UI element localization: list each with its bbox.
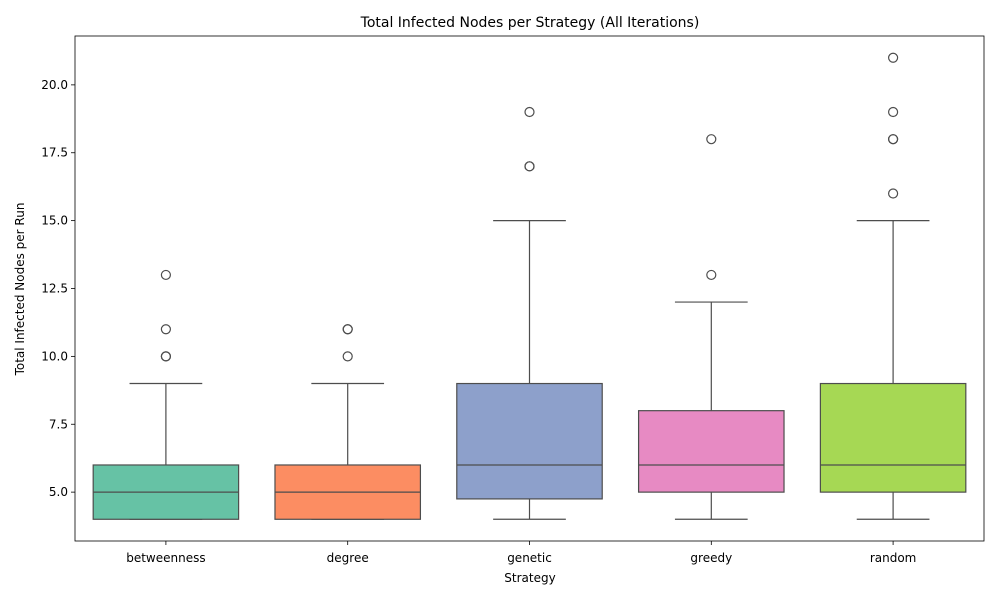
outlier-point xyxy=(887,134,899,145)
x-tick-label: betweenness xyxy=(126,551,205,565)
outlier-point xyxy=(342,351,353,362)
outlier-point xyxy=(160,351,171,362)
x-tick-label: degree xyxy=(327,551,369,565)
x-axis: betweenness degree genetic greedy random xyxy=(126,541,916,565)
outlier-point xyxy=(160,324,171,335)
outlier-point xyxy=(887,188,899,199)
y-axis: 5.0 7.5 10.0 12.5 15.0 17.5 20.0 xyxy=(41,78,75,499)
y-tick-label: 10.0 xyxy=(41,349,68,363)
y-tick-label: 15.0 xyxy=(41,214,68,228)
outlier-point xyxy=(887,106,899,118)
y-tick-label: 20.0 xyxy=(41,78,68,92)
outlier-point xyxy=(342,324,353,335)
box-iqr xyxy=(456,382,603,500)
y-tick-label: 17.5 xyxy=(41,146,68,160)
plot-area xyxy=(92,52,967,520)
outlier-point xyxy=(706,134,717,145)
box-group-genetic xyxy=(456,106,603,520)
y-axis-label: Total Infected Nodes per Run xyxy=(13,203,27,377)
axes-frame xyxy=(74,35,985,542)
x-tick-label: genetic xyxy=(507,551,552,565)
outlier-point xyxy=(887,52,899,63)
box-group-random xyxy=(819,52,967,520)
x-axis-label: Strategy xyxy=(504,571,555,585)
y-tick-label: 7.5 xyxy=(49,417,68,431)
y-tick-label: 12.5 xyxy=(41,282,68,296)
box-group-degree xyxy=(274,324,422,520)
box-group-greedy xyxy=(637,134,785,520)
outlier-point xyxy=(160,269,171,281)
box-iqr xyxy=(819,382,967,493)
box-group-betweenness xyxy=(92,269,240,520)
y-tick-label: 5.0 xyxy=(49,485,68,499)
x-tick-label: greedy xyxy=(690,551,732,565)
box-iqr xyxy=(637,410,785,493)
outlier-point xyxy=(524,161,535,172)
chart-title: Total Infected Nodes per Strategy (All I… xyxy=(360,15,700,31)
outlier-point xyxy=(706,269,717,281)
x-tick-label: random xyxy=(870,551,917,565)
outlier-point xyxy=(524,106,535,118)
